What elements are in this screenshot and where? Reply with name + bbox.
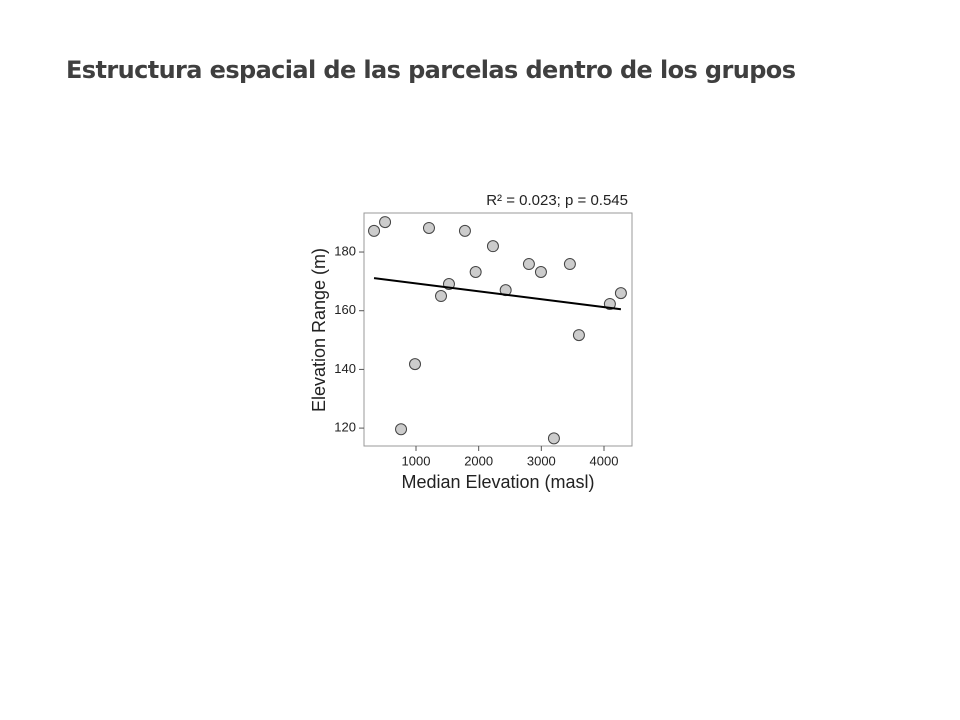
point	[422, 221, 435, 234]
y-axis-label: Elevation Range (m)	[309, 248, 329, 412]
x-tick-label: 3000	[527, 453, 556, 468]
point	[368, 224, 381, 237]
y-tick-label: 180	[334, 243, 356, 258]
point	[395, 423, 408, 436]
y-tick-label: 120	[334, 420, 356, 435]
point	[572, 329, 585, 342]
x-tick-label: 2000	[464, 453, 493, 468]
point	[486, 240, 499, 253]
x-tick-label: 1000	[402, 453, 431, 468]
point	[435, 290, 448, 303]
y-tick-label: 140	[334, 361, 356, 376]
point	[547, 432, 560, 445]
x-tick-label: 4000	[590, 453, 619, 468]
y-tick-label: 160	[334, 302, 356, 317]
point	[458, 224, 471, 237]
x-axis-label: Median Elevation (masl)	[401, 472, 594, 492]
trend-line	[373, 277, 622, 311]
plot-frame	[363, 212, 633, 447]
point	[563, 258, 576, 271]
point	[614, 287, 627, 300]
point	[409, 358, 422, 371]
annotation: R² = 0.023; p = 0.545	[486, 192, 628, 209]
point	[379, 216, 392, 229]
slide-title: Estructura espacial de las parcelas dent…	[66, 56, 796, 84]
point	[522, 258, 535, 271]
point	[534, 265, 547, 278]
point	[469, 265, 482, 278]
